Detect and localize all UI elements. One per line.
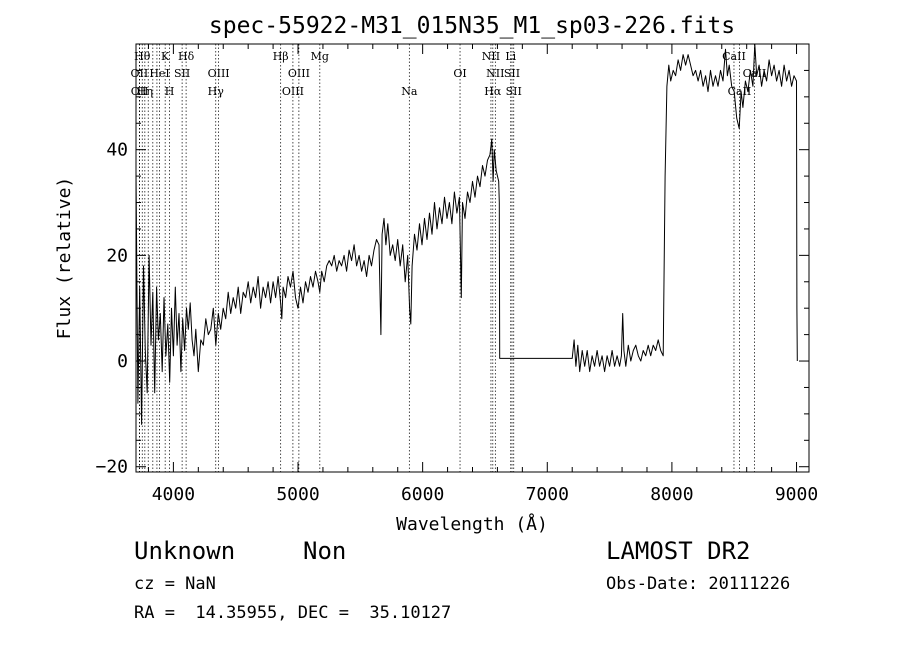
coordinates: RA = 14.35955, DEC = 35.10127 <box>134 603 452 623</box>
line-marker-label: CaII <box>728 85 752 98</box>
line-marker-label: Hη <box>137 85 153 98</box>
line-marker-label: Hδ <box>178 50 195 63</box>
spectral-line-markers: OIIOIIHθHηHeIKHSIIHδHγOIIIHβOIIIOIIIMgNa… <box>131 44 766 472</box>
survey-name: LAMOST DR2 <box>606 537 751 565</box>
line-marker-label: Hβ <box>273 50 289 63</box>
line-marker-label: Hα <box>484 85 502 98</box>
line-marker-label: OII <box>131 85 149 98</box>
y-tick-label: 40 <box>106 140 128 161</box>
line-marker-label: Na <box>401 85 418 98</box>
line-marker-label: NII <box>486 67 504 80</box>
redshift-value: cz = NaN <box>134 574 216 594</box>
line-marker-label: SII <box>174 67 190 80</box>
line-marker-label: OIII <box>282 85 304 98</box>
line-marker-label: HeI <box>149 67 169 80</box>
spectrum-series <box>135 43 798 425</box>
line-marker-label: K <box>161 50 170 63</box>
line-marker-label: OIII <box>208 67 230 80</box>
line-marker-label: OIII <box>288 67 310 80</box>
x-tick-label: 7000 <box>526 484 569 505</box>
line-marker-label: OI <box>453 67 466 80</box>
object-class: Unknown <box>134 537 236 565</box>
y-tick-label: 20 <box>106 245 128 266</box>
line-marker-label: NII <box>482 50 500 63</box>
x-tick-label: 6000 <box>401 484 444 505</box>
x-axis-label: Wavelength (Å) <box>396 513 548 535</box>
x-tick-label: 5000 <box>276 484 319 505</box>
spectrum-line <box>135 43 798 425</box>
observation-date: Obs-Date: 20111226 <box>606 574 791 594</box>
y-axis: −20 0 20 40 <box>95 69 809 478</box>
line-marker-label: Hγ <box>208 85 225 98</box>
y-tick-label: −20 <box>95 457 128 478</box>
y-tick-label: 0 <box>117 351 128 372</box>
x-axis: 4000 5000 6000 7000 8000 9000 <box>147 44 818 505</box>
x-tick-label: 9000 <box>775 484 818 505</box>
line-marker-label: CaII <box>722 50 746 63</box>
line-marker-label: Hθ <box>134 50 151 63</box>
y-axis-label: Flux (relative) <box>54 177 75 340</box>
x-tick-label: 4000 <box>152 484 195 505</box>
chart-title: spec-55922-M31_015N35_M1_sp03-226.fits <box>209 13 735 39</box>
x-tick-label: 8000 <box>650 484 693 505</box>
line-marker-label: Mg <box>311 50 329 63</box>
line-marker-label: SII <box>506 85 522 98</box>
line-marker-label: SII <box>504 67 520 80</box>
line-marker-label: Li <box>505 50 516 63</box>
object-subclass: Non <box>303 537 347 565</box>
line-marker-label: H <box>165 85 175 98</box>
plot-frame <box>135 43 810 473</box>
